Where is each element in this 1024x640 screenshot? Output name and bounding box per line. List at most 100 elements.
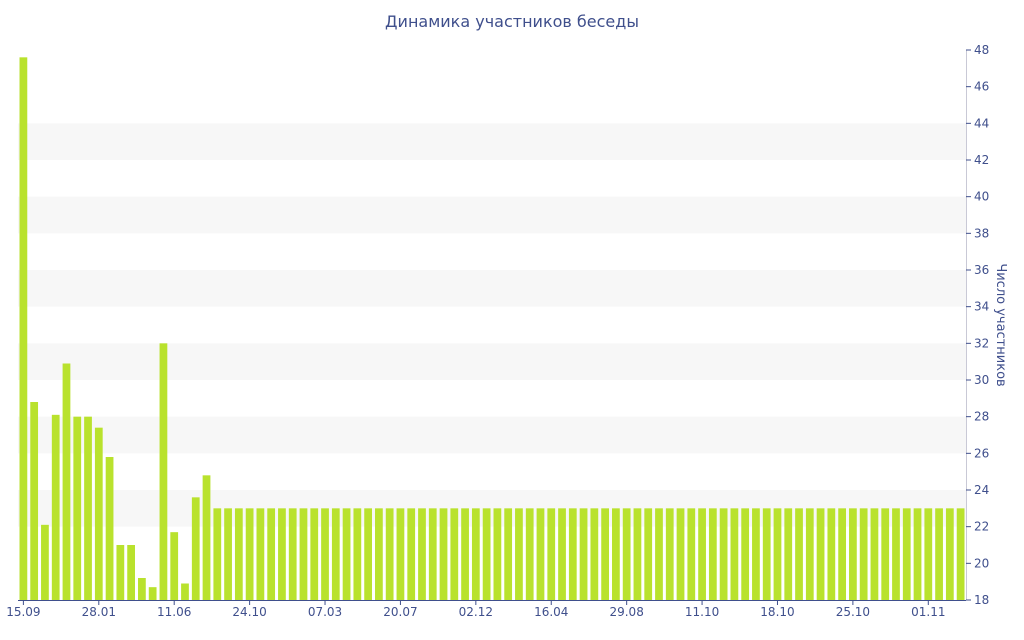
y-tick-label: 32 bbox=[974, 336, 989, 350]
bar bbox=[94, 427, 103, 600]
y-tick-label: 26 bbox=[974, 446, 989, 460]
x-tick-label: 24.10 bbox=[232, 605, 266, 619]
bar bbox=[482, 508, 491, 600]
bar bbox=[859, 508, 868, 600]
bar bbox=[299, 508, 308, 600]
bar bbox=[612, 508, 620, 600]
bar bbox=[428, 508, 437, 600]
bar bbox=[870, 508, 879, 600]
bar bbox=[138, 578, 146, 600]
bar bbox=[181, 583, 189, 600]
bar bbox=[288, 508, 297, 600]
bar bbox=[278, 508, 286, 600]
x-tick-label: 29.08 bbox=[609, 605, 643, 619]
bar bbox=[73, 416, 82, 600]
bar bbox=[622, 508, 631, 600]
bar bbox=[471, 508, 480, 600]
bar bbox=[515, 508, 523, 600]
x-tick-label: 11.06 bbox=[157, 605, 191, 619]
grid-band bbox=[18, 270, 966, 307]
y-axis-ticks: 18 20 22 24 26 28 30 32 34 36 38 40 42 44 46 48 bbox=[966, 43, 989, 607]
bar bbox=[913, 508, 922, 600]
bar bbox=[375, 508, 383, 600]
bar bbox=[558, 508, 566, 600]
y-tick-label: 40 bbox=[974, 190, 989, 204]
bar bbox=[827, 508, 836, 600]
bar bbox=[536, 508, 545, 600]
bar bbox=[202, 475, 211, 600]
bar bbox=[708, 508, 717, 600]
x-tick-label: 11.10 bbox=[685, 605, 719, 619]
x-tick-label: 02.12 bbox=[459, 605, 493, 619]
y-tick-label: 28 bbox=[974, 410, 989, 424]
bar bbox=[945, 508, 954, 600]
bar bbox=[396, 508, 405, 600]
x-tick-label: 25.10 bbox=[836, 605, 870, 619]
grid-band bbox=[18, 196, 966, 234]
bar bbox=[256, 508, 265, 600]
bar bbox=[687, 508, 696, 600]
bar bbox=[30, 402, 39, 600]
grid-band bbox=[18, 343, 966, 380]
y-tick-label: 34 bbox=[974, 300, 989, 314]
bar bbox=[547, 508, 556, 600]
bar bbox=[935, 508, 943, 600]
bar bbox=[41, 524, 49, 600]
bar bbox=[956, 508, 965, 600]
y-tick-label: 20 bbox=[974, 556, 989, 570]
x-tick-label: 28.01 bbox=[82, 605, 116, 619]
bar bbox=[924, 508, 933, 600]
bar bbox=[795, 508, 803, 600]
bar bbox=[504, 508, 513, 600]
bar bbox=[331, 508, 340, 600]
bar bbox=[525, 508, 534, 600]
bar bbox=[321, 508, 329, 600]
y-tick-label: 38 bbox=[974, 226, 989, 240]
x-tick-label: 07.03 bbox=[308, 605, 342, 619]
y-tick-label: 24 bbox=[974, 483, 989, 497]
bar bbox=[698, 508, 706, 600]
bar bbox=[62, 363, 71, 600]
x-tick-label: 18.10 bbox=[760, 605, 794, 619]
bar bbox=[267, 508, 276, 600]
bar bbox=[741, 508, 750, 600]
grid-band bbox=[18, 416, 966, 454]
bar bbox=[310, 508, 319, 600]
y-tick-label: 18 bbox=[974, 593, 989, 607]
bar bbox=[676, 508, 685, 600]
y-tick-label: 46 bbox=[974, 80, 989, 94]
bar bbox=[849, 508, 857, 600]
bar bbox=[224, 508, 232, 600]
bar bbox=[601, 508, 609, 600]
bar bbox=[493, 508, 502, 600]
bar bbox=[881, 508, 890, 600]
x-tick-label: 01.11 bbox=[911, 605, 945, 619]
x-tick-label: 20.07 bbox=[383, 605, 417, 619]
bar bbox=[364, 508, 372, 600]
y-axis-title: Число участников bbox=[993, 263, 1008, 386]
x-tick-label: 16.04 bbox=[534, 605, 568, 619]
x-axis-ticks: 15.09 28.01 11.06 24.10 07.03 20.07 02.12 16.04… bbox=[6, 600, 945, 619]
bar bbox=[773, 508, 782, 600]
bar bbox=[902, 508, 911, 600]
bar bbox=[590, 508, 599, 600]
bar bbox=[51, 414, 60, 600]
bar bbox=[816, 508, 825, 600]
bar bbox=[116, 545, 125, 600]
axes bbox=[18, 50, 967, 601]
y-tick-label: 48 bbox=[974, 43, 989, 57]
bar bbox=[84, 416, 92, 600]
bar bbox=[568, 508, 577, 600]
y-tick-label: 36 bbox=[974, 263, 989, 277]
chart-title: Динамика участников беседы bbox=[385, 12, 639, 31]
bar bbox=[407, 508, 416, 600]
x-tick-label: 15.09 bbox=[6, 605, 40, 619]
bar bbox=[644, 508, 653, 600]
bar bbox=[719, 508, 728, 600]
bar bbox=[450, 508, 459, 600]
bar bbox=[191, 497, 200, 600]
bar bbox=[234, 508, 243, 600]
bar bbox=[805, 508, 814, 600]
bar-series bbox=[19, 57, 965, 600]
